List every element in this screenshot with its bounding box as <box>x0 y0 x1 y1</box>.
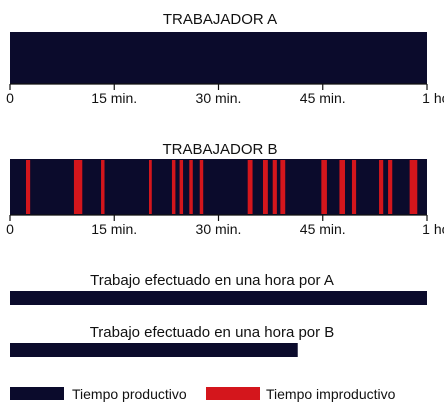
unproductive-segment <box>199 160 204 214</box>
unproductive-segment <box>351 160 357 214</box>
unproductive-segment <box>247 160 253 214</box>
worker-b-unproductive-segments <box>25 160 418 214</box>
unproductive-segment <box>339 160 345 214</box>
output-comparison: Trabajo efectuado en una hora por A Trab… <box>10 272 427 357</box>
unproductive-segment <box>280 160 286 214</box>
worker-a-tick-label-15: 15 min. <box>91 90 137 106</box>
worker-a-tick-label-45: 45 min. <box>300 90 346 106</box>
unproductive-segment <box>262 160 268 214</box>
output-bar-a <box>10 291 427 305</box>
unproductive-segment <box>179 160 184 214</box>
unproductive-segment <box>272 160 277 214</box>
legend: Tiempo productivo Tiempo improductivo <box>10 386 396 402</box>
legend-label-unproductive: Tiempo improductivo <box>266 386 396 402</box>
unproductive-segment <box>409 160 418 214</box>
worker-a-ticks <box>9 84 428 90</box>
worker-a-tick-label-30: 30 min. <box>196 90 242 106</box>
worker-b-tick-label-60: 1 hora <box>422 221 444 237</box>
timeline-worker-a: TRABAJADOR A 0 15 min. 30 min. 45 min. 1… <box>6 11 444 106</box>
worker-b-tick-label-15: 15 min. <box>91 221 137 237</box>
legend-swatch-unproductive <box>206 387 260 400</box>
worker-a-title: TRABAJADOR A <box>163 11 277 28</box>
unproductive-segment <box>73 160 83 214</box>
timeline-worker-b: TRABAJADOR B 0 15 min. 30 min. 45 min. 1… <box>6 141 444 237</box>
output-b-label: Trabajo efectuado en una hora por B <box>90 324 335 341</box>
worker-a-tick-label-60: 1 hora <box>422 90 444 106</box>
unproductive-segment <box>379 160 384 214</box>
worker-a-tick-label-0: 0 <box>6 90 14 106</box>
worker-b-tick-label-30: 30 min. <box>196 221 242 237</box>
worker-a-productive-bar <box>10 32 427 84</box>
worker-b-tick-labels: 0 15 min. 30 min. 45 min. 1 hora <box>6 221 444 237</box>
worker-b-productive-bar <box>10 159 427 215</box>
unproductive-segment <box>321 160 327 214</box>
worker-a-tick-labels: 0 15 min. 30 min. 45 min. 1 hora <box>6 90 444 106</box>
worker-b-ticks <box>9 215 428 221</box>
unproductive-segment <box>149 160 152 214</box>
unproductive-segment <box>388 160 393 214</box>
legend-label-productive: Tiempo productivo <box>72 386 187 402</box>
output-a-label: Trabajo efectuado en una hora por A <box>90 272 334 289</box>
unproductive-segment <box>171 160 176 214</box>
unproductive-segment <box>101 160 105 214</box>
worker-b-title: TRABAJADOR B <box>162 141 277 158</box>
worker-b-tick-label-0: 0 <box>6 221 14 237</box>
unproductive-segment <box>25 160 31 214</box>
legend-swatch-productive <box>10 387 64 400</box>
unproductive-segment <box>189 160 193 214</box>
worker-b-tick-label-45: 45 min. <box>300 221 346 237</box>
output-bar-b <box>10 343 298 357</box>
